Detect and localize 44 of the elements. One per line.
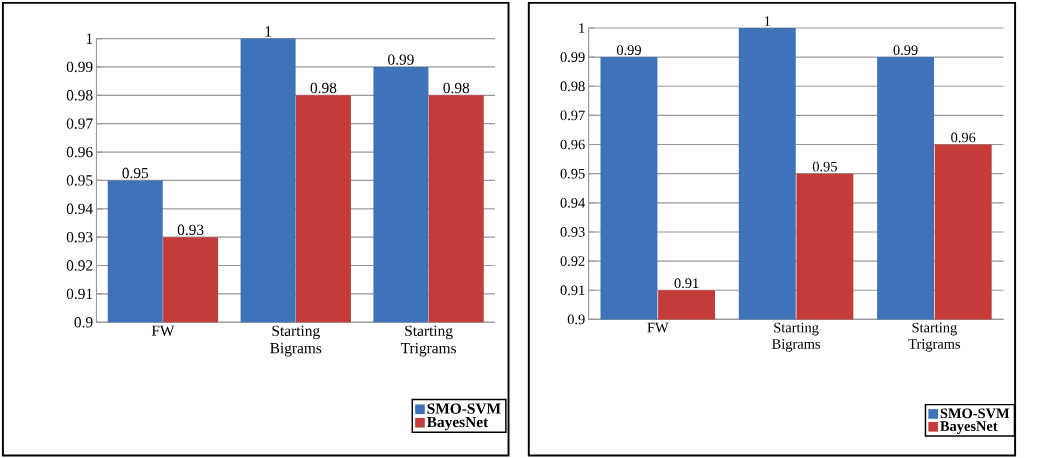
y-tick-label: 1 <box>86 33 93 44</box>
data-label: 0.98 <box>310 82 337 94</box>
y-tick-label: 0.96 <box>560 139 585 150</box>
data-label: 0.91 <box>674 278 699 288</box>
y-tick-label: 1 <box>579 23 585 33</box>
y-tick-label: 0.91 <box>560 285 585 295</box>
y-tick-label: 0.9 <box>567 314 585 325</box>
x-tick-label: Starting Trigrams <box>908 322 961 352</box>
y-tick-label: 0.98 <box>560 81 585 91</box>
legend-label: BayesNet <box>426 416 489 431</box>
data-label: 1 <box>265 26 272 37</box>
x-tick-label: FW <box>151 325 175 336</box>
data-label: 0.99 <box>893 45 918 55</box>
data-label: 1 <box>764 16 771 26</box>
x-tick-label: Starting Trigrams <box>400 325 456 357</box>
legend-label: SMO-SVM <box>427 403 501 414</box>
data-label: 0.98 <box>443 82 470 94</box>
x-tick-label: Starting Bigrams <box>772 322 820 352</box>
data-label: 0.99 <box>388 54 414 65</box>
y-tick-label: 0.94 <box>66 203 93 214</box>
y-tick-label: 0.99 <box>66 61 93 73</box>
data-label: 0.96 <box>951 132 976 143</box>
y-tick-label: 0.95 <box>560 168 585 179</box>
x-tick-label: FW <box>647 322 669 333</box>
data-label: 0.95 <box>122 167 149 179</box>
y-tick-label: 0.94 <box>560 197 585 208</box>
y-tick-label: 0.97 <box>560 110 585 121</box>
y-tick-label: 0.91 <box>66 288 93 299</box>
legend-label: BayesNet <box>940 421 998 434</box>
y-tick-label: 0.99 <box>560 52 585 62</box>
legend-label: SMO-SVM <box>940 408 1010 419</box>
y-tick-label: 0.93 <box>560 226 585 237</box>
y-tick-label: 0.98 <box>66 89 93 101</box>
y-tick-label: 0.95 <box>66 175 93 186</box>
data-label: 0.93 <box>177 224 204 235</box>
data-label: 0.99 <box>616 45 641 55</box>
y-tick-label: 0.97 <box>66 118 93 129</box>
y-tick-label: 0.92 <box>560 256 585 266</box>
y-tick-label: 0.93 <box>66 231 93 243</box>
data-label: 0.95 <box>812 161 837 172</box>
y-tick-label: 0.9 <box>74 316 93 328</box>
y-tick-label: 0.96 <box>66 146 93 158</box>
y-tick-label: 0.92 <box>66 260 93 271</box>
x-tick-label: Starting Bigrams <box>270 325 322 357</box>
